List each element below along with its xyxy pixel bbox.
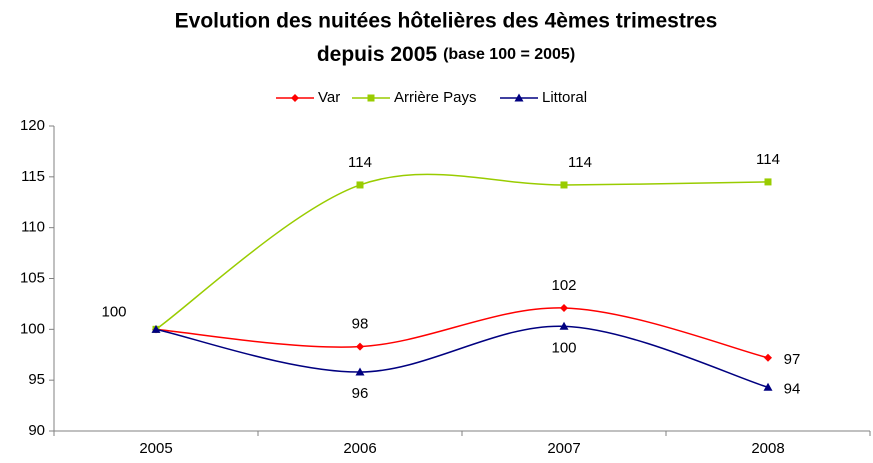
marker — [356, 181, 364, 189]
legend-label: Arrière Pays — [394, 89, 477, 106]
y-tick-label: 90 — [28, 422, 45, 439]
data-label: 97 — [784, 351, 801, 368]
data-label: 96 — [352, 385, 369, 402]
x-tick-label: 2007 — [547, 440, 580, 457]
marker — [559, 321, 569, 330]
data-label: 98 — [352, 316, 369, 333]
marker — [764, 353, 772, 362]
data-label: 114 — [568, 154, 592, 171]
y-tick-label: 110 — [21, 219, 45, 236]
y-tick-label: 115 — [21, 168, 45, 185]
y-tick-label: 95 — [28, 371, 45, 388]
y-tick-label: 120 — [20, 117, 45, 134]
data-label: 100 — [551, 339, 576, 356]
marker — [764, 178, 772, 186]
legend-label: Littoral — [542, 89, 587, 106]
x-tick-label: 2006 — [343, 440, 376, 457]
marker — [291, 94, 299, 102]
chart-title-2: depuis 2005 — [317, 43, 438, 66]
legend-label: Var — [318, 89, 340, 106]
series-line — [155, 325, 769, 389]
marker — [560, 303, 568, 312]
chart-title-line2: depuis 2005 (base 100 = 2005) — [317, 43, 575, 66]
chart-title: Evolution des nuitées hôtelières des 4èm… — [175, 10, 718, 33]
chart-subtitle: (base 100 = 2005) — [443, 46, 575, 63]
data-label: 94 — [784, 380, 801, 397]
marker — [514, 93, 524, 102]
data-label: 102 — [551, 277, 576, 294]
series-line — [155, 173, 769, 330]
series-line — [155, 307, 769, 359]
marker — [367, 94, 375, 102]
data-label: 100 — [101, 303, 126, 320]
data-label: 114 — [756, 151, 780, 168]
y-tick-label: 105 — [20, 269, 45, 286]
marker — [763, 382, 773, 391]
marker — [356, 342, 364, 351]
marker — [151, 324, 161, 333]
data-label: 114 — [348, 154, 372, 171]
marker — [355, 367, 365, 376]
x-tick-label: 2005 — [139, 440, 172, 457]
y-tick-label: 100 — [20, 320, 45, 337]
marker — [560, 181, 568, 189]
x-tick-label: 2008 — [751, 440, 784, 457]
